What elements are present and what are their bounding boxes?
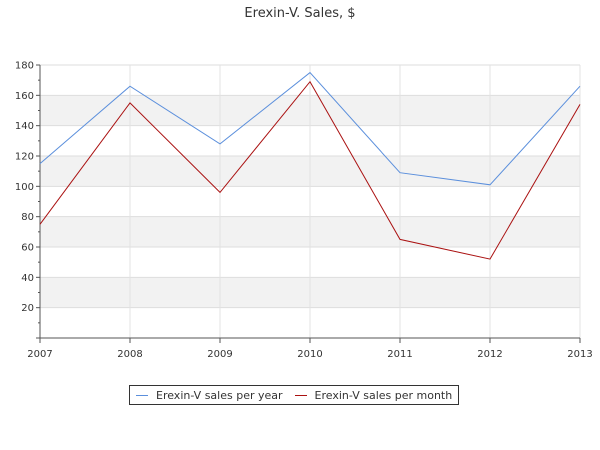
series-lines — [39, 71, 581, 260]
y-tick-label: 180 — [15, 61, 34, 72]
x-tick-labels: 2007 2008 2009 2010 2011 2012 2013 — [27, 349, 592, 360]
y-tick-label: 20 — [21, 303, 34, 314]
y-tick-label: 160 — [15, 91, 34, 102]
y-tick-label: 140 — [15, 121, 34, 132]
legend-item-series-2[interactable]: Erexin-V sales per month — [294, 388, 453, 402]
y-tick-label: 120 — [15, 152, 34, 163]
series-line-2 — [39, 80, 581, 260]
y-tick-label: 80 — [21, 212, 34, 223]
axes — [36, 64, 581, 343]
x-tick-label: 2011 — [387, 349, 412, 360]
legend-swatch-series-1 — [136, 394, 148, 396]
x-tick-label: 2008 — [117, 349, 142, 360]
x-tick-label: 2007 — [27, 349, 52, 360]
legend-item-series-1[interactable]: Erexin-V sales per year — [136, 389, 283, 402]
y-tick-label: 60 — [21, 243, 34, 254]
chart-title: Erexin-V. Sales, $ — [244, 6, 356, 21]
y-tick-label: 100 — [15, 182, 34, 193]
legend-swatch-series-2 — [294, 394, 307, 396]
series-line-1 — [39, 71, 581, 186]
x-tick-label: 2010 — [297, 349, 322, 360]
legend: Erexin-V sales per year Erexin-V sales p… — [129, 385, 460, 405]
x-tick-label: 2009 — [207, 349, 232, 360]
y-tick-label: 40 — [21, 273, 34, 284]
x-tick-label: 2012 — [477, 349, 502, 360]
legend-label-series-2: Erexin-V sales per month — [314, 388, 453, 402]
y-tick-labels: 20 40 60 80 100 120 140 160 180 — [15, 61, 34, 315]
x-tick-label: 2013 — [567, 349, 592, 360]
legend-label-series-1: Erexin-V sales per year — [156, 388, 283, 402]
